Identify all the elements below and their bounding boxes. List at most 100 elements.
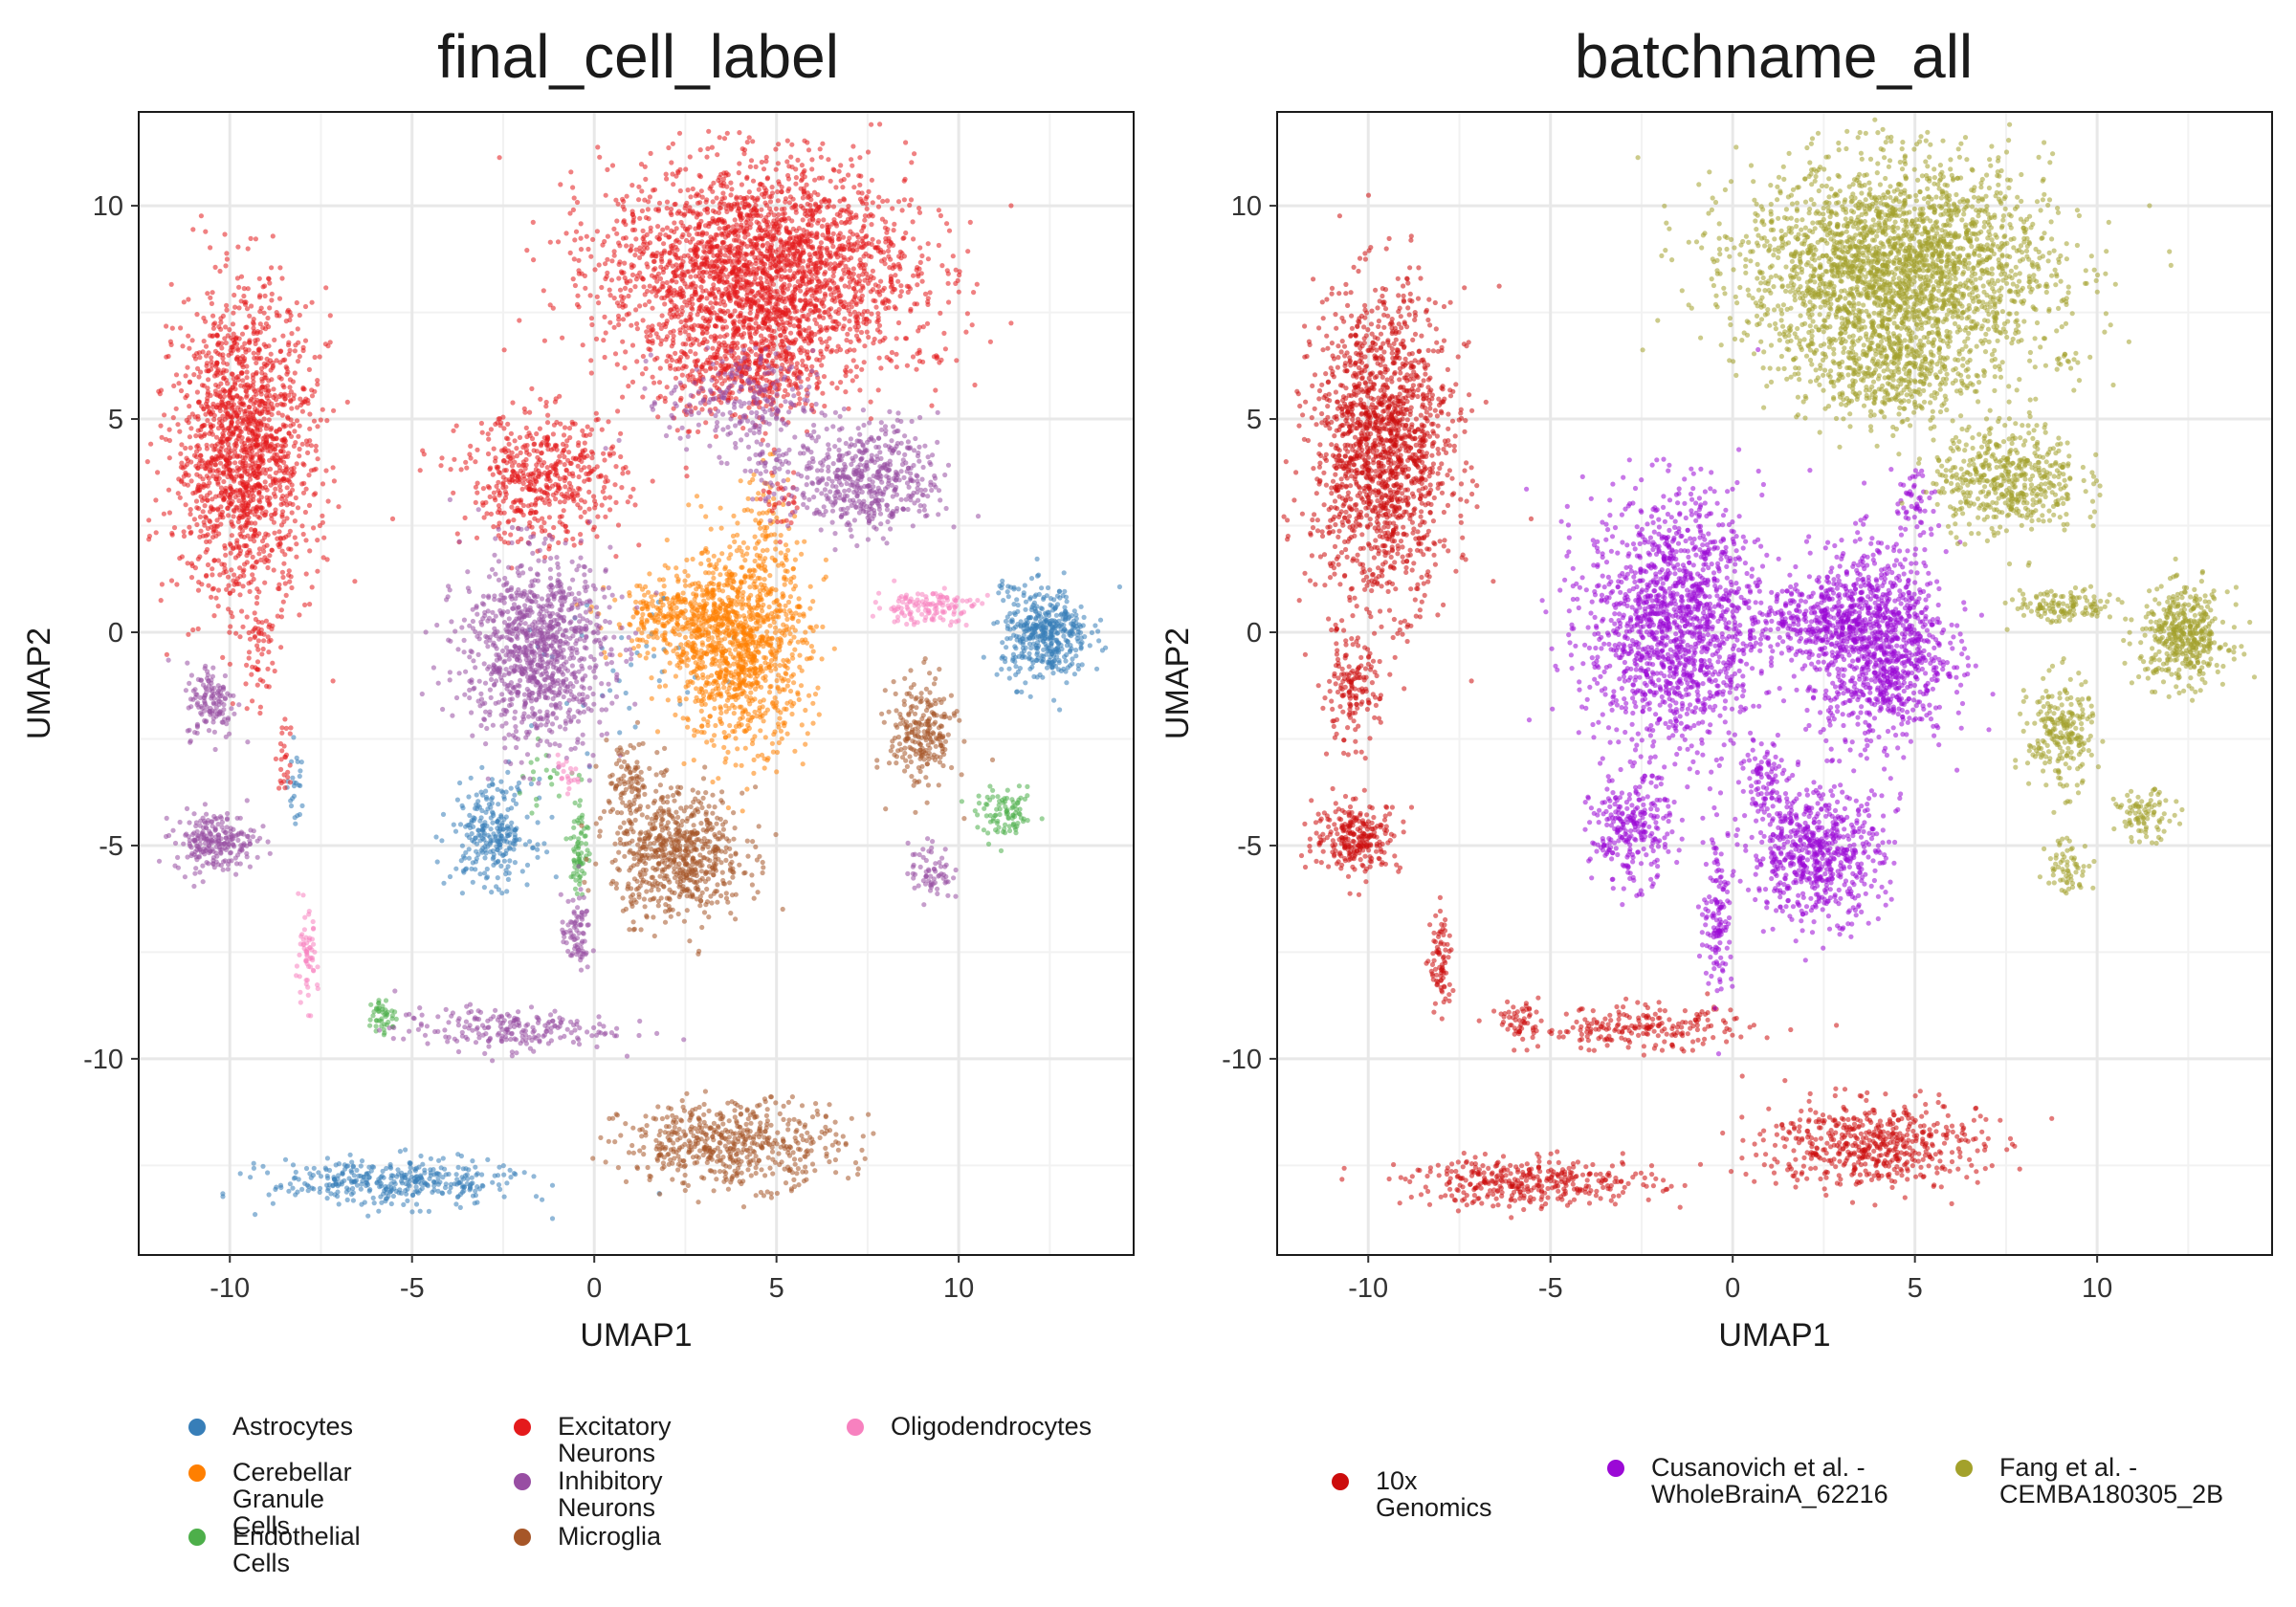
point bbox=[762, 186, 767, 191]
point bbox=[480, 846, 486, 851]
point bbox=[1009, 815, 1015, 822]
point bbox=[480, 1183, 486, 1189]
point bbox=[814, 357, 820, 363]
point bbox=[946, 299, 952, 305]
point bbox=[882, 225, 889, 231]
point bbox=[431, 1179, 437, 1185]
point bbox=[533, 796, 540, 803]
point bbox=[636, 197, 642, 203]
point bbox=[744, 551, 750, 557]
point bbox=[485, 806, 491, 812]
point bbox=[620, 317, 627, 322]
point bbox=[690, 301, 695, 307]
point bbox=[919, 278, 925, 284]
point bbox=[298, 759, 304, 765]
point bbox=[703, 199, 709, 205]
point bbox=[595, 144, 601, 150]
point bbox=[666, 144, 672, 151]
point bbox=[1062, 605, 1068, 610]
point bbox=[575, 851, 581, 857]
point bbox=[463, 866, 470, 871]
point bbox=[634, 326, 641, 332]
point bbox=[783, 568, 788, 574]
point bbox=[290, 796, 296, 802]
point bbox=[834, 385, 840, 391]
point bbox=[1011, 626, 1017, 631]
point bbox=[330, 1183, 336, 1189]
point bbox=[803, 629, 808, 635]
point bbox=[740, 146, 745, 152]
point bbox=[324, 1156, 330, 1161]
point bbox=[572, 800, 578, 806]
point bbox=[1078, 635, 1084, 641]
point bbox=[655, 271, 662, 276]
point bbox=[290, 1185, 296, 1191]
point bbox=[687, 601, 694, 606]
point bbox=[1025, 818, 1030, 824]
point bbox=[739, 762, 744, 768]
point bbox=[756, 491, 762, 496]
point bbox=[750, 615, 756, 622]
point bbox=[784, 557, 789, 562]
point bbox=[769, 740, 776, 746]
point bbox=[1022, 654, 1028, 660]
point bbox=[512, 792, 518, 798]
point bbox=[830, 204, 837, 209]
point bbox=[1006, 827, 1013, 834]
point bbox=[1027, 595, 1033, 601]
point bbox=[774, 769, 780, 775]
point bbox=[778, 276, 784, 282]
point bbox=[531, 1174, 537, 1179]
point bbox=[724, 660, 730, 666]
point bbox=[705, 595, 712, 601]
point bbox=[757, 671, 762, 676]
point bbox=[789, 218, 795, 224]
point bbox=[1049, 618, 1055, 624]
point bbox=[1050, 671, 1056, 676]
point bbox=[639, 620, 645, 626]
point bbox=[1016, 653, 1022, 659]
point bbox=[475, 827, 482, 833]
point bbox=[864, 194, 870, 200]
point bbox=[687, 154, 693, 160]
point bbox=[579, 829, 585, 835]
point bbox=[695, 200, 701, 206]
point bbox=[991, 621, 997, 627]
point bbox=[1073, 612, 1079, 618]
point bbox=[894, 364, 899, 370]
point bbox=[455, 1164, 461, 1170]
point bbox=[791, 634, 797, 640]
point bbox=[864, 329, 870, 335]
point bbox=[742, 251, 748, 256]
point bbox=[726, 284, 732, 290]
point bbox=[401, 1201, 407, 1207]
point bbox=[673, 712, 678, 718]
point bbox=[1033, 616, 1039, 622]
point bbox=[747, 346, 753, 352]
point bbox=[753, 320, 759, 326]
point bbox=[1027, 656, 1032, 662]
point bbox=[1068, 643, 1073, 649]
point bbox=[673, 226, 679, 231]
point bbox=[458, 1153, 464, 1159]
point bbox=[669, 605, 674, 611]
point bbox=[495, 847, 500, 852]
point bbox=[1007, 635, 1013, 641]
point bbox=[1041, 595, 1047, 601]
point bbox=[481, 830, 487, 836]
point bbox=[662, 683, 669, 689]
point bbox=[765, 533, 771, 539]
point bbox=[758, 213, 764, 219]
point bbox=[773, 546, 779, 552]
point bbox=[759, 582, 764, 587]
point bbox=[528, 781, 535, 787]
point bbox=[576, 257, 582, 263]
point bbox=[1026, 615, 1031, 621]
point bbox=[501, 852, 507, 858]
point bbox=[733, 762, 739, 768]
point bbox=[439, 838, 445, 844]
point bbox=[803, 741, 808, 747]
point bbox=[708, 561, 714, 568]
point bbox=[787, 315, 793, 320]
point bbox=[558, 182, 563, 187]
